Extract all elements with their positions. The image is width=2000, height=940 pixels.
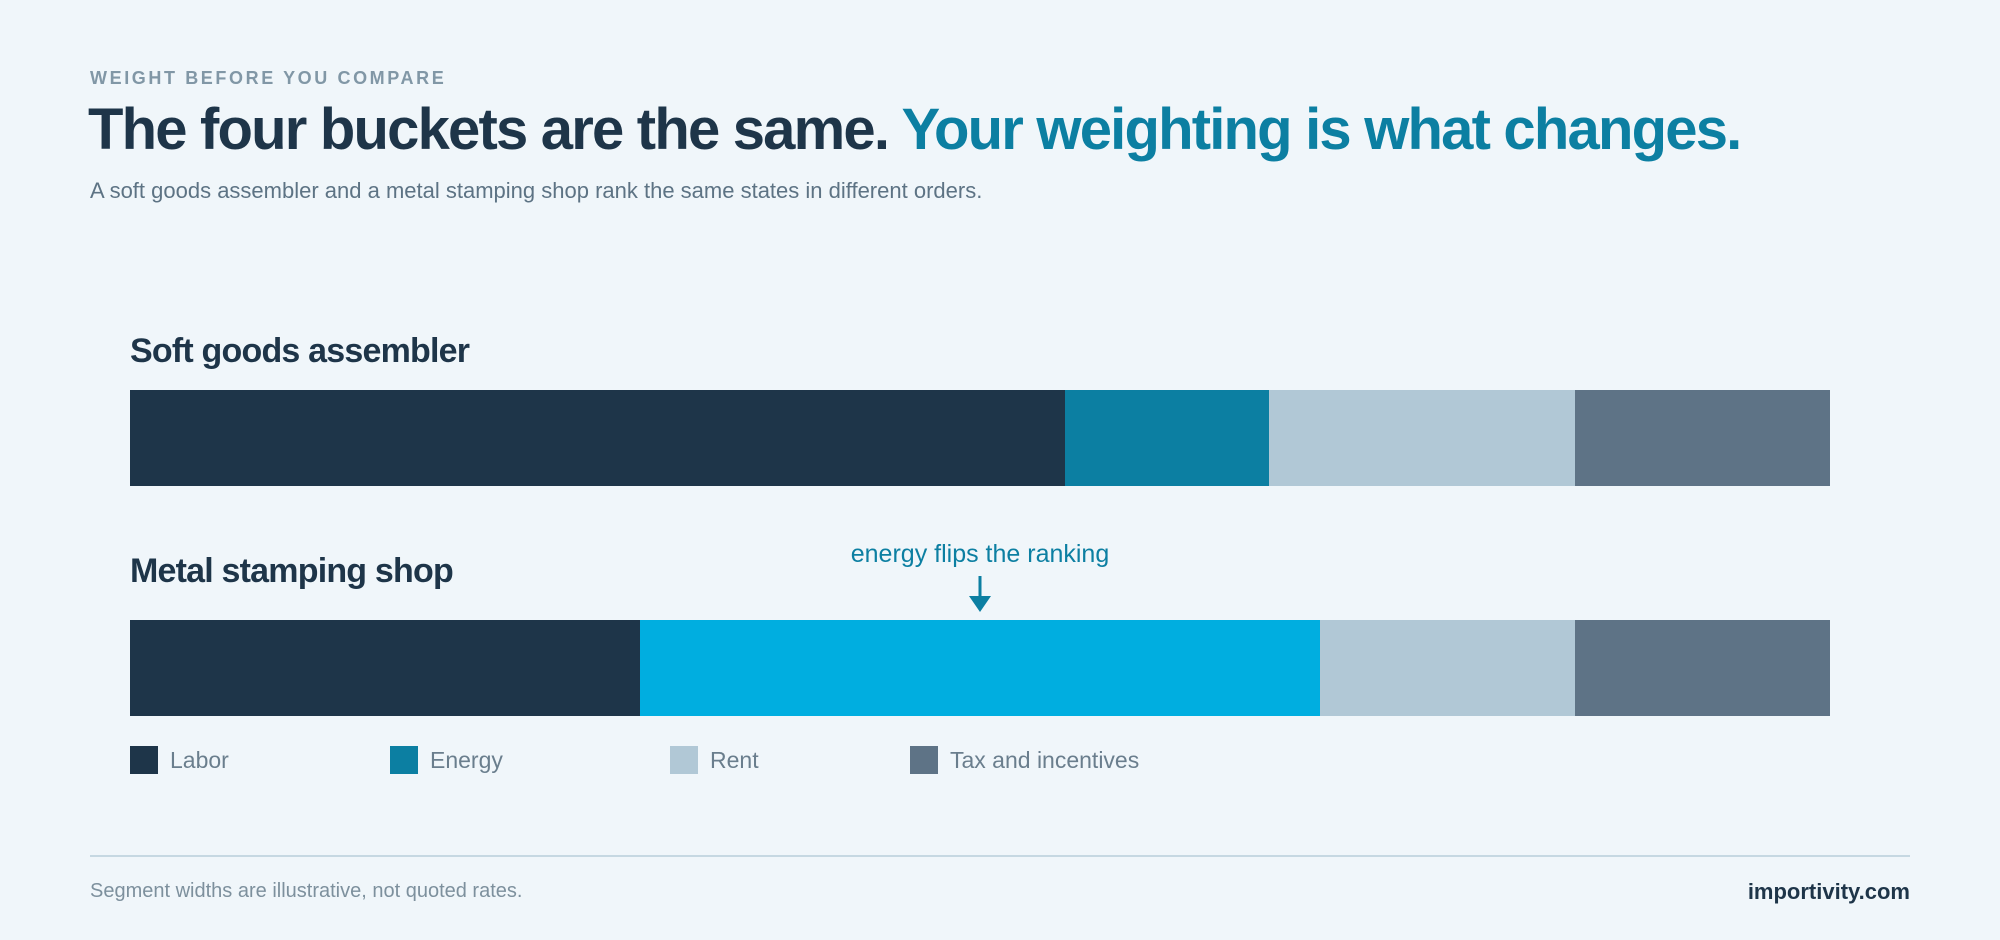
bar-segment-soft-goods-assembler-energy <box>1065 390 1269 486</box>
legend-swatch-rent <box>670 746 698 774</box>
bar-segment-metal-stamping-shop-rent <box>1320 620 1575 716</box>
legend-label-energy: Energy <box>430 747 503 773</box>
brand-name: importivity.com <box>1747 879 1910 904</box>
legend-label-rent: Rent <box>710 747 759 773</box>
footer-divider <box>90 855 1910 857</box>
title-accent: Your weighting is what changes. <box>901 97 1742 162</box>
legend-swatch-energy <box>390 746 418 774</box>
legend-label-labor: Labor <box>170 747 229 773</box>
bar-segment-metal-stamping-shop-energy <box>640 620 1320 716</box>
legend-swatch-tax-and-incentives <box>910 746 938 774</box>
category-label-metal-stamping-shop: Metal stamping shop <box>130 552 453 590</box>
annotation-text: energy flips the ranking <box>851 540 1109 568</box>
bar-segment-soft-goods-assembler-tax-and-incentives <box>1575 390 1830 486</box>
bar-segment-metal-stamping-shop-tax-and-incentives <box>1575 620 1830 716</box>
legend-label-tax-and-incentives: Tax and incentives <box>950 747 1140 773</box>
chart-legend: Labor Energy Rent Tax and incentives <box>130 746 1230 774</box>
bar-segment-soft-goods-assembler-labor <box>130 390 1065 486</box>
page-title: The four buckets are the same. Your weig… <box>88 96 1742 163</box>
legend-swatch-labor <box>130 746 158 774</box>
bar-segment-soft-goods-assembler-rent <box>1269 390 1575 486</box>
bar-segment-metal-stamping-shop-labor <box>130 620 640 716</box>
page-subtitle: A soft goods assembler and a metal stamp… <box>90 178 983 203</box>
footnote: Segment widths are illustrative, not quo… <box>90 880 523 902</box>
annotation-arrow-head <box>969 596 991 612</box>
eyebrow-label: WEIGHT BEFORE YOU COMPARE <box>90 68 447 88</box>
category-label-soft-goods-assembler: Soft goods assembler <box>130 332 470 370</box>
title-main: The four buckets are the same. <box>88 97 890 162</box>
